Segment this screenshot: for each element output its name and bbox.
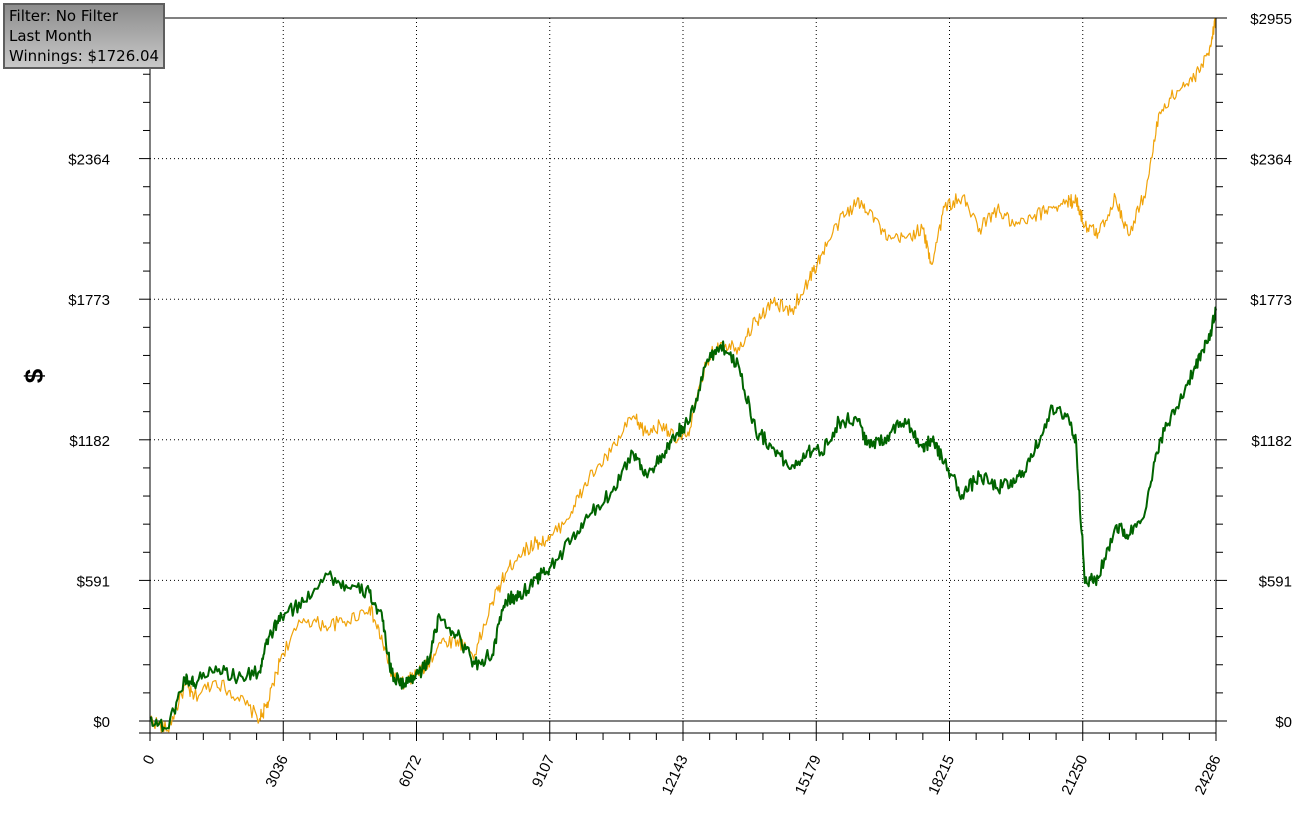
- x-tick-label: 9107: [529, 753, 559, 790]
- y-axis-label: $: [19, 368, 49, 383]
- x-tick-label: 6072: [396, 753, 426, 790]
- tick-labels: 0 3036 6072 9107 12143 15179 18215 21250 24286 $0…: [68, 11, 1292, 798]
- y-tick-label-right: $2364: [1250, 152, 1292, 169]
- tick-marks: [139, 17, 1227, 741]
- x-tick-label: 24286: [1192, 753, 1225, 798]
- y-tick-label-left: $1182: [69, 433, 110, 450]
- y-tick-label-right: $1182: [1251, 433, 1292, 450]
- green-series-line: [149, 306, 1217, 733]
- winnings-label: Winnings: $1726.04: [9, 47, 160, 65]
- y-tick-label-right: $591: [1259, 573, 1292, 590]
- y-tick-label-right: $1773: [1250, 292, 1292, 309]
- x-tick-label: 15179: [792, 753, 825, 798]
- filter-label: Filter: No Filter: [9, 7, 119, 25]
- grid-lines: [139, 17, 1216, 722]
- info-box: Filter: No Filter Last Month Winnings: $…: [3, 3, 166, 69]
- y-tick-label-left: $1773: [68, 292, 110, 309]
- y-tick-label-left: $591: [77, 573, 110, 590]
- orange-series-line: [149, 17, 1217, 733]
- y-tick-label-right: $2955: [1250, 11, 1292, 28]
- x-tick-label: 18215: [925, 753, 958, 798]
- axes: [139, 18, 1217, 734]
- series-lines: [149, 17, 1217, 733]
- x-tick-label: 21250: [1058, 753, 1091, 798]
- x-tick-label: 12143: [659, 753, 692, 798]
- x-tick-label: 0: [140, 753, 159, 768]
- y-tick-label-right: $0: [1275, 714, 1292, 731]
- period-label: Last Month: [9, 27, 93, 45]
- y-tick-label-left: $0: [93, 714, 110, 731]
- y-tick-label-left: $2364: [68, 152, 110, 169]
- x-tick-label: 3036: [262, 753, 292, 790]
